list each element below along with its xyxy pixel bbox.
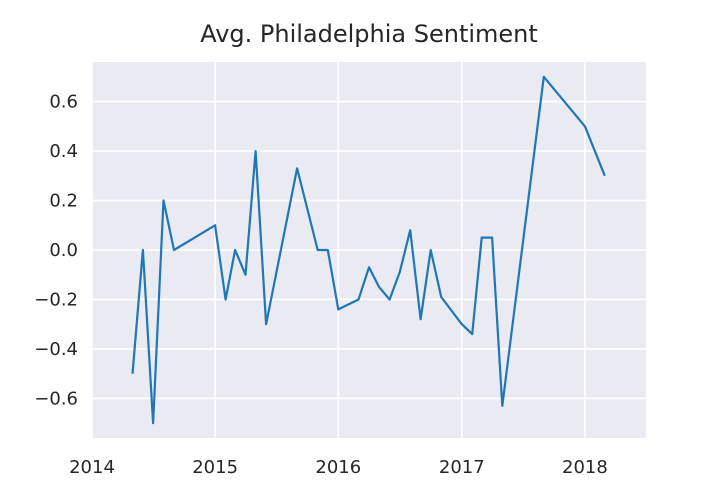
y-axis-tick-labels: 0.6 0.4 0.2 0.0 −0.2 −0.4 −0.6	[34, 92, 78, 410]
y-tick-label: −0.6	[34, 388, 78, 409]
x-tick-label: 2016	[315, 457, 361, 478]
y-tick-label: 0.6	[49, 92, 78, 113]
x-tick-label: 2015	[192, 457, 238, 478]
y-tick-label: 0.4	[49, 141, 78, 162]
x-tick-label: 2017	[439, 457, 485, 478]
y-tick-label: −0.2	[34, 289, 78, 310]
x-axis-tick-labels: 2014 2015 2016 2017 2018	[69, 457, 608, 478]
sentiment-line	[131, 75, 606, 425]
y-tick-label: −0.4	[34, 339, 78, 360]
x-tick-label: 2018	[562, 457, 608, 478]
grid-lines	[91, 62, 646, 438]
chart-title: Avg. Philadelphia Sentiment	[200, 20, 538, 48]
y-tick-label: 0.0	[49, 240, 78, 261]
y-tick-label: 0.2	[49, 191, 78, 212]
x-tick-label: 2014	[69, 457, 115, 478]
